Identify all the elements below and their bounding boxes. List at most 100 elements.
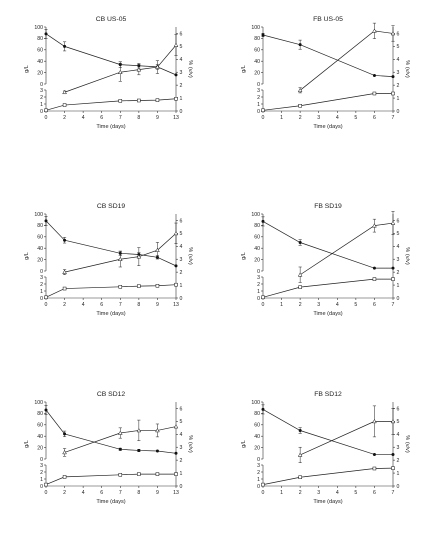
data-point-open-triangle (390, 418, 396, 424)
series-line-open-triangle (299, 30, 394, 91)
x-tick-label: 0 (45, 115, 48, 121)
y-tick-label-bottom: 3 (257, 88, 260, 94)
data-point-filled-circle (44, 219, 48, 223)
data-point-open-square (261, 295, 265, 300)
data-point-filled-circle (261, 33, 265, 37)
data-point-open-square (118, 285, 123, 289)
series-line-filled-circle (45, 33, 177, 76)
series-line-filled-circle (45, 220, 177, 267)
data-point-filled-circle (261, 407, 265, 411)
data-point-open-square (44, 295, 48, 300)
x-axis-label: Time (days) (313, 499, 342, 505)
y-tick-label-top: 60 (254, 423, 260, 429)
data-point-filled-circle (372, 266, 376, 270)
y-axis-label-right: % (v/v) (187, 60, 193, 78)
y-tick-label-right: 1 (180, 283, 183, 289)
data-point-open-triangle (297, 87, 303, 93)
x-tick-label: 1 (280, 302, 283, 308)
y-tick-label-top: 80 (37, 411, 43, 417)
y-tick-label-top: 40 (254, 59, 260, 65)
x-tick-label: 1 (280, 490, 283, 496)
y-tick-label-right: 6 (180, 31, 183, 37)
y-tick-label-top: 0 (257, 457, 260, 463)
y-tick-label-top: 100 (34, 212, 43, 218)
y-tick-label-top: 40 (37, 246, 43, 252)
y-tick-label-bottom: 3 (40, 463, 43, 469)
x-tick-label: 7 (392, 115, 395, 121)
x-tick-label: 9 (156, 115, 159, 121)
y-tick-label-top: 40 (254, 434, 260, 440)
data-point-open-triangle (297, 452, 303, 457)
y-tick-label-bottom: 0 (40, 484, 43, 490)
x-tick-label: 13 (173, 302, 179, 308)
x-tick-label: 7 (392, 302, 395, 308)
y-tick-label-right: 3 (397, 70, 400, 76)
data-point-open-square (391, 466, 395, 470)
y-tick-label-right: 6 (397, 406, 400, 412)
data-point-open-square (261, 108, 265, 113)
y-tick-label-top: 0 (40, 457, 43, 463)
series-line-open-square (45, 284, 177, 298)
data-point-open-triangle (155, 64, 160, 69)
y-tick-label-top: 60 (254, 235, 260, 241)
y-tick-label-bottom: 0 (257, 296, 260, 302)
data-point-open-triangle (136, 67, 142, 72)
y-tick-label-right: 3 (397, 257, 400, 263)
y-tick-label-top: 60 (37, 48, 43, 54)
y-tick-label-right: 6 (397, 31, 400, 37)
y-tick-label-top: 80 (254, 36, 260, 42)
y-axis-label-right: % (v/v) (404, 247, 410, 265)
data-point-filled-circle (298, 241, 302, 244)
data-point-open-square (62, 103, 67, 107)
y-tick-label-bottom: 0 (40, 109, 43, 115)
data-point-open-square (155, 472, 160, 476)
y-tick-label-bottom: 3 (257, 463, 260, 469)
data-point-filled-circle (174, 451, 178, 455)
panel-title: CB SD19 (97, 203, 126, 210)
x-tick-label: 13 (173, 490, 179, 496)
y-axis-label-right: % (v/v) (187, 435, 193, 453)
data-point-open-square (372, 277, 377, 281)
x-tick-label: 2 (63, 115, 66, 121)
x-tick-label: 4 (336, 302, 339, 308)
y-tick-label-top: 80 (254, 223, 260, 229)
x-tick-label: 6 (100, 115, 103, 121)
x-tick-label: 6 (100, 302, 103, 308)
panel-title: FB US-05 (313, 16, 343, 23)
x-tick-label: 7 (119, 490, 122, 496)
x-tick-label: 0 (262, 490, 265, 496)
data-point-open-square (372, 91, 377, 96)
y-tick-label-top: 60 (37, 423, 43, 429)
y-tick-label-right: 5 (397, 231, 400, 237)
x-tick-label: 0 (262, 302, 265, 308)
data-point-open-triangle (390, 220, 396, 225)
y-tick-label-right: 4 (180, 57, 183, 63)
y-axis-label-left: g/L (241, 440, 247, 448)
y-tick-label-bottom: 3 (40, 275, 43, 281)
y-tick-label-top: 20 (37, 445, 43, 451)
y-tick-label-right: 5 (397, 419, 400, 425)
x-axis-label: Time (days) (313, 124, 342, 130)
x-tick-label: 2 (63, 490, 66, 496)
data-point-filled-circle (298, 429, 302, 432)
y-tick-label-right: 2 (397, 83, 400, 89)
x-tick-label: 7 (392, 490, 395, 496)
y-tick-label-bottom: 1 (40, 477, 43, 483)
y-tick-label-right: 2 (180, 83, 183, 89)
data-point-open-square (372, 466, 377, 471)
data-point-open-triangle (62, 89, 67, 95)
y-tick-label-bottom: 1 (257, 102, 260, 108)
data-point-open-square (137, 472, 141, 476)
y-tick-label-right: 6 (397, 218, 400, 224)
y-tick-label-bottom: 2 (257, 282, 260, 288)
data-point-filled-circle (137, 448, 141, 452)
x-tick-label: 7 (119, 115, 122, 121)
data-point-open-square (44, 482, 48, 487)
data-point-filled-circle (372, 452, 376, 456)
data-point-filled-circle (391, 452, 395, 456)
data-point-filled-circle (44, 408, 48, 412)
data-point-open-square (155, 98, 160, 102)
y-tick-label-right: 3 (180, 445, 183, 451)
